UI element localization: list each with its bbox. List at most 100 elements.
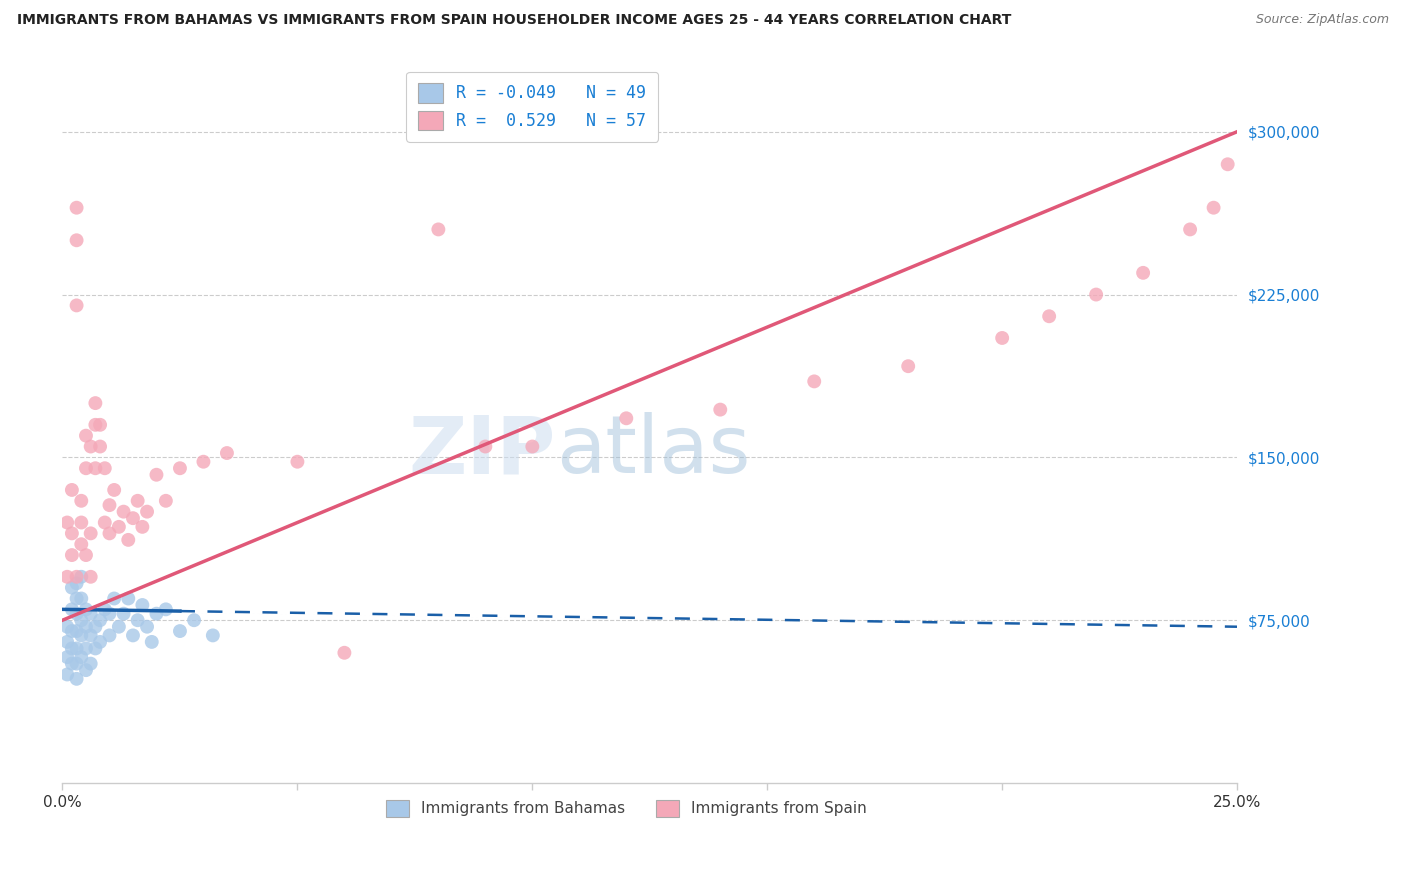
Point	[141, 635, 163, 649]
Point	[75, 641, 97, 656]
Point	[1216, 157, 1239, 171]
Point	[65, 657, 87, 671]
Text: Source: ZipAtlas.com: Source: ZipAtlas.com	[1256, 13, 1389, 27]
Point	[60, 657, 83, 671]
Point	[98, 498, 121, 512]
Point	[84, 461, 107, 475]
Point	[98, 526, 121, 541]
Point	[65, 201, 87, 215]
Point	[65, 591, 87, 606]
Point	[70, 537, 93, 551]
Point	[89, 613, 111, 627]
Point	[117, 533, 139, 547]
Point	[117, 591, 139, 606]
Point	[145, 607, 167, 621]
Point	[60, 581, 83, 595]
Point	[84, 417, 107, 432]
Point	[79, 628, 101, 642]
Point	[56, 650, 79, 665]
Point	[1085, 287, 1108, 301]
Point	[1178, 222, 1201, 236]
Point	[75, 461, 97, 475]
Point	[89, 440, 111, 454]
Text: atlas: atlas	[555, 412, 751, 491]
Point	[75, 548, 97, 562]
Point	[522, 440, 544, 454]
Point	[94, 602, 117, 616]
Point	[70, 493, 93, 508]
Point	[56, 620, 79, 634]
Point	[169, 624, 191, 638]
Point	[60, 548, 83, 562]
Point	[103, 483, 125, 497]
Point	[65, 570, 87, 584]
Point	[112, 505, 135, 519]
Point	[60, 602, 83, 616]
Point	[70, 613, 93, 627]
Point	[127, 613, 149, 627]
Point	[112, 607, 135, 621]
Point	[79, 440, 101, 454]
Point	[56, 516, 79, 530]
Point	[145, 467, 167, 482]
Point	[169, 461, 191, 475]
Point	[193, 455, 215, 469]
Point	[84, 620, 107, 634]
Point	[155, 602, 177, 616]
Point	[70, 516, 93, 530]
Point	[79, 607, 101, 621]
Legend: Immigrants from Bahamas, Immigrants from Spain: Immigrants from Bahamas, Immigrants from…	[378, 792, 875, 825]
Point	[103, 591, 125, 606]
Point	[122, 628, 145, 642]
Point	[991, 331, 1014, 345]
Point	[75, 663, 97, 677]
Point	[65, 298, 87, 312]
Point	[614, 411, 637, 425]
Point	[65, 641, 87, 656]
Point	[56, 635, 79, 649]
Point	[287, 455, 309, 469]
Point	[136, 620, 159, 634]
Point	[56, 667, 79, 681]
Point	[84, 396, 107, 410]
Point	[65, 607, 87, 621]
Point	[75, 602, 97, 616]
Point	[75, 620, 97, 634]
Point	[60, 641, 83, 656]
Text: IMMIGRANTS FROM BAHAMAS VS IMMIGRANTS FROM SPAIN HOUSEHOLDER INCOME AGES 25 - 44: IMMIGRANTS FROM BAHAMAS VS IMMIGRANTS FR…	[17, 13, 1011, 28]
Point	[60, 483, 83, 497]
Point	[60, 624, 83, 638]
Point	[70, 628, 93, 642]
Point	[201, 628, 224, 642]
Point	[75, 428, 97, 442]
Point	[94, 516, 117, 530]
Point	[94, 461, 117, 475]
Point	[122, 511, 145, 525]
Point	[709, 402, 731, 417]
Point	[65, 672, 87, 686]
Point	[108, 520, 131, 534]
Text: ZIP: ZIP	[409, 412, 555, 491]
Point	[65, 576, 87, 591]
Point	[108, 620, 131, 634]
Point	[98, 628, 121, 642]
Point	[131, 520, 153, 534]
Point	[89, 635, 111, 649]
Point	[56, 570, 79, 584]
Point	[1202, 201, 1225, 215]
Point	[136, 505, 159, 519]
Point	[70, 591, 93, 606]
Point	[79, 657, 101, 671]
Point	[474, 440, 496, 454]
Point	[333, 646, 356, 660]
Point	[65, 624, 87, 638]
Point	[131, 598, 153, 612]
Point	[155, 493, 177, 508]
Point	[70, 650, 93, 665]
Point	[127, 493, 149, 508]
Point	[70, 570, 93, 584]
Point	[1038, 310, 1060, 324]
Point	[79, 526, 101, 541]
Point	[98, 607, 121, 621]
Point	[897, 359, 920, 374]
